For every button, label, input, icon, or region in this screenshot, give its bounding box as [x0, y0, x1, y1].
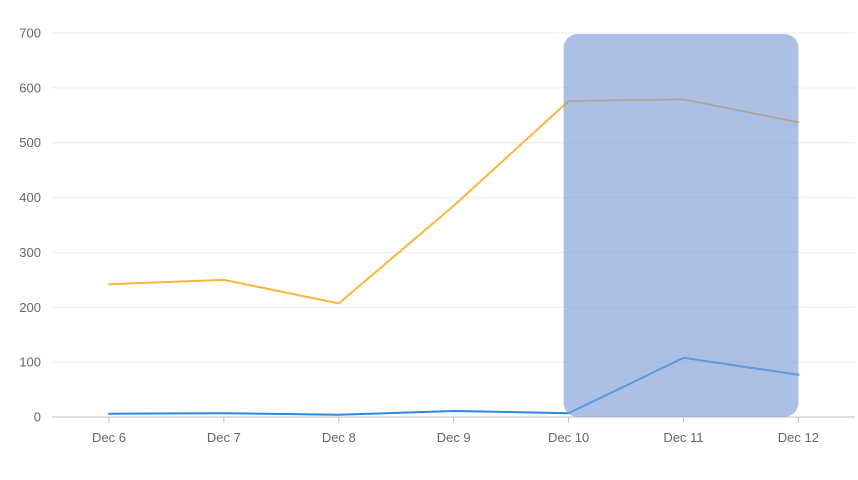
y-tick-label: 300 [19, 245, 41, 260]
highlight-region[interactable] [563, 34, 799, 417]
y-tick-label: 100 [19, 355, 41, 370]
data-point [451, 408, 456, 413]
y-tick-label: 0 [34, 410, 41, 425]
y-tick-label: 700 [19, 26, 41, 41]
x-tick-label: Dec 7 [207, 430, 241, 445]
y-tick-label: 200 [19, 300, 41, 315]
data-point [107, 411, 112, 416]
y-axis-labels: 0 100 200 300 400 500 600 700 [19, 26, 41, 425]
data-point [221, 277, 226, 282]
x-tick-label: Dec 9 [437, 430, 471, 445]
x-tick-label: Dec 10 [548, 430, 589, 445]
x-tick-label: Dec 8 [322, 430, 356, 445]
y-tick-label: 400 [19, 190, 41, 205]
grid-lines [52, 32, 855, 363]
data-point [221, 411, 226, 416]
y-tick-label: 500 [19, 135, 41, 150]
x-tick-label: Dec 11 [663, 430, 703, 445]
x-tick-label: Dec 12 [778, 430, 819, 445]
x-axis-labels: Dec 6 Dec 7 Dec 8 Dec 9 Dec 10 Dec 11 Dec 12 [92, 430, 819, 445]
highlight-rect[interactable] [563, 34, 799, 417]
x-axis [52, 416, 855, 423]
y-tick-label: 600 [19, 80, 41, 95]
x-tick-label: Dec 6 [92, 430, 126, 445]
data-point [451, 203, 456, 208]
data-point [336, 412, 341, 417]
data-point [336, 301, 341, 306]
data-point [107, 282, 112, 287]
